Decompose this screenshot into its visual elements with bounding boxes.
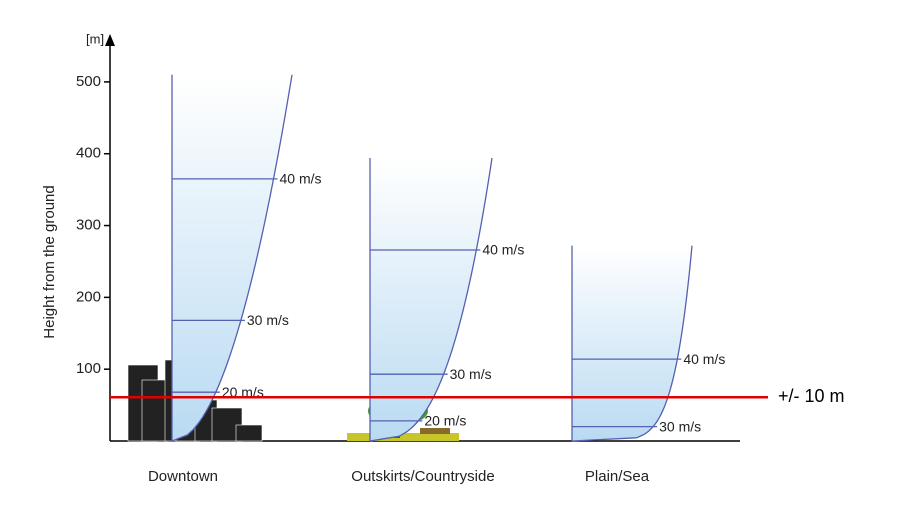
y-tick-label: 100 xyxy=(76,360,101,377)
profile-curve xyxy=(571,245,693,442)
profile-curve xyxy=(171,74,293,442)
speed-label: 40 m/s xyxy=(482,242,524,258)
speed-label: 40 m/s xyxy=(280,171,322,187)
y-tick-label: 200 xyxy=(76,288,101,305)
y-axis-arrow xyxy=(105,34,115,46)
speed-label: 40 m/s xyxy=(683,351,725,367)
speed-label: 30 m/s xyxy=(659,418,701,434)
profile-area xyxy=(572,245,692,441)
y-tick-label: 400 xyxy=(76,145,101,162)
profile-area xyxy=(172,74,292,442)
profile-area xyxy=(370,158,492,441)
speed-label: 20 m/s xyxy=(222,384,264,400)
plot: 100 200 300 400 500 40 m/s 30 m/s 20 m/s Downtow… xyxy=(76,73,845,485)
speed-label: 30 m/s xyxy=(450,366,492,382)
speed-label: 30 m/s xyxy=(247,312,289,328)
speed-label: 20 m/s xyxy=(424,413,466,429)
y-tick-label: 300 xyxy=(76,217,101,234)
category-label: Plain/Sea xyxy=(585,468,650,485)
category-label: Outskirts/Countryside xyxy=(351,468,494,485)
y-tick-label: 500 xyxy=(76,73,101,90)
y-unit: [m] xyxy=(86,31,104,46)
category-label: Downtown xyxy=(148,468,218,485)
reference-label: +/- 10 m xyxy=(778,386,845,406)
y-axis-label: Height from the ground xyxy=(41,185,58,338)
profile-curve xyxy=(369,157,493,442)
